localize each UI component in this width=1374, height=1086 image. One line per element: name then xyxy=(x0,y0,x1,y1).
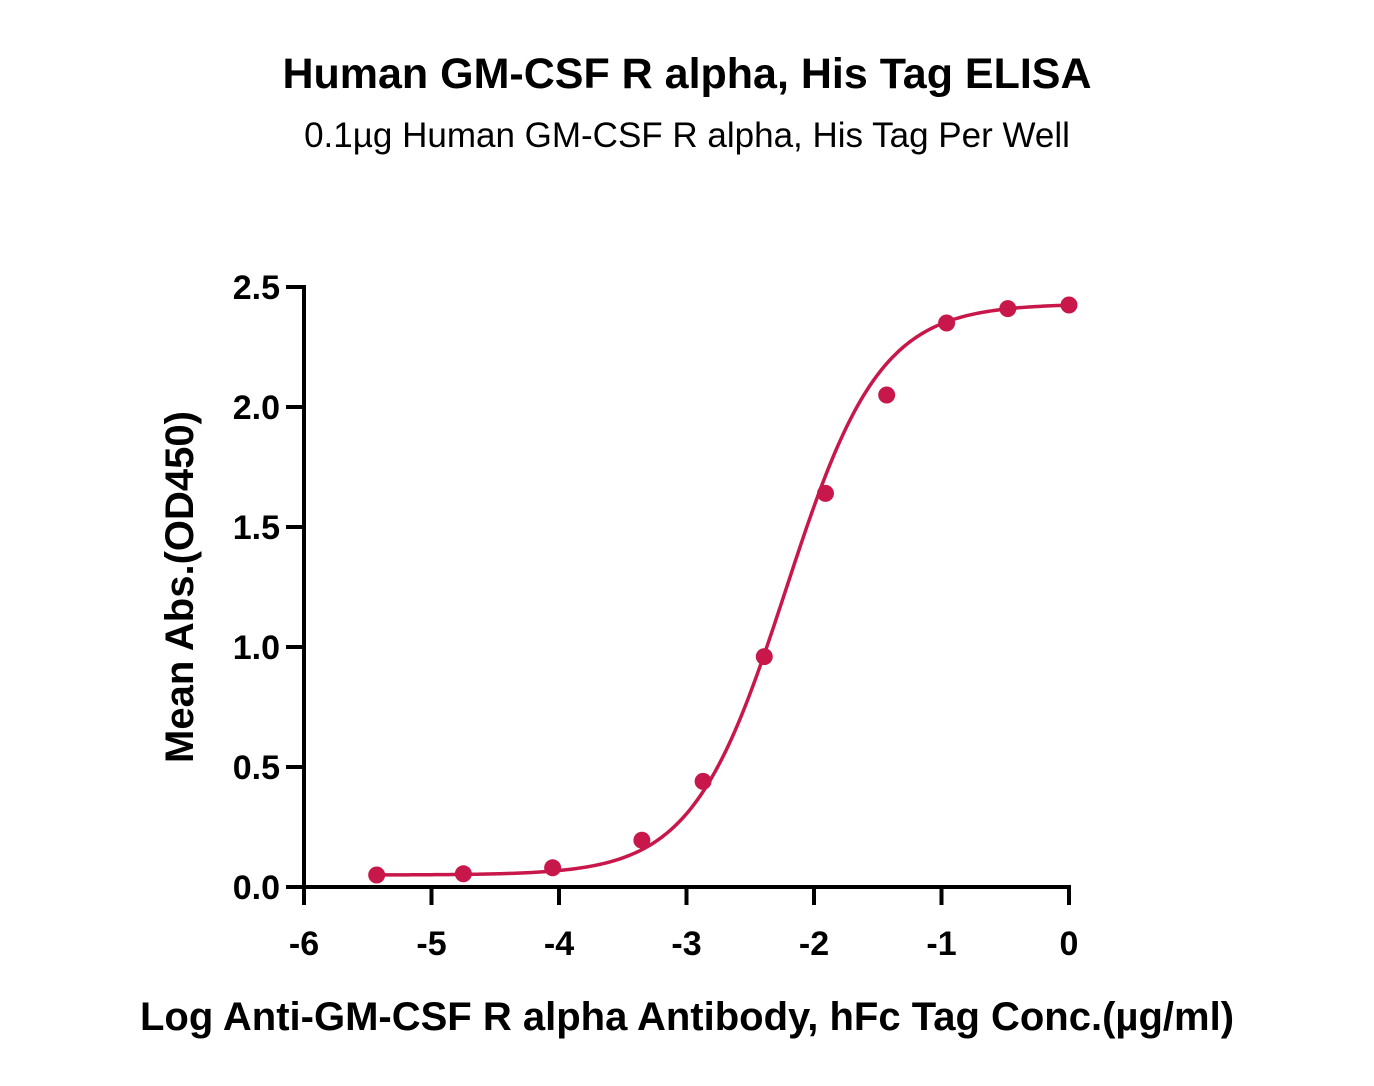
y-tick-label: 1.5 xyxy=(233,509,280,547)
y-axis-label: Mean Abs.(OD450) xyxy=(158,411,202,763)
x-tick-label: -6 xyxy=(289,925,319,963)
y-tick-label: 2.0 xyxy=(233,389,280,427)
data-point xyxy=(454,865,472,883)
data-point xyxy=(694,772,712,790)
data-points xyxy=(368,296,1078,884)
y-tick-label: 0.5 xyxy=(233,749,280,787)
data-point xyxy=(999,300,1017,318)
data-point xyxy=(816,484,834,502)
x-tick-label: -2 xyxy=(799,925,829,963)
x-axis-label: Log Anti-GM-CSF R alpha Antibody, hFc Ta… xyxy=(140,995,1234,1039)
data-point xyxy=(633,831,651,849)
x-tick-label: -5 xyxy=(416,925,446,963)
data-point xyxy=(938,314,956,332)
fit-curve xyxy=(376,303,1070,877)
data-point xyxy=(544,859,562,877)
x-axis-ticks: -6 -5 -4 -3 -2 -1 0 xyxy=(289,887,1079,963)
chart-title: Human GM-CSF R alpha, His Tag ELISA xyxy=(282,50,1092,98)
x-tick-label: -1 xyxy=(926,925,956,963)
data-point xyxy=(1060,296,1078,314)
data-point xyxy=(755,648,773,666)
data-point xyxy=(878,386,896,404)
y-tick-label: 1.0 xyxy=(233,629,280,667)
chart-subtitle: 0.1µg Human GM-CSF R alpha, His Tag Per … xyxy=(304,116,1070,155)
x-tick-label: 0 xyxy=(1060,925,1079,963)
x-tick-label: -4 xyxy=(544,925,574,963)
x-tick-label: -3 xyxy=(671,925,701,963)
y-tick-label: 0.0 xyxy=(233,869,280,907)
data-point xyxy=(368,866,386,884)
y-tick-label: 2.5 xyxy=(233,269,280,307)
y-axis-ticks: 0.0 0.5 1.0 1.5 2.0 2.5 xyxy=(233,269,304,907)
